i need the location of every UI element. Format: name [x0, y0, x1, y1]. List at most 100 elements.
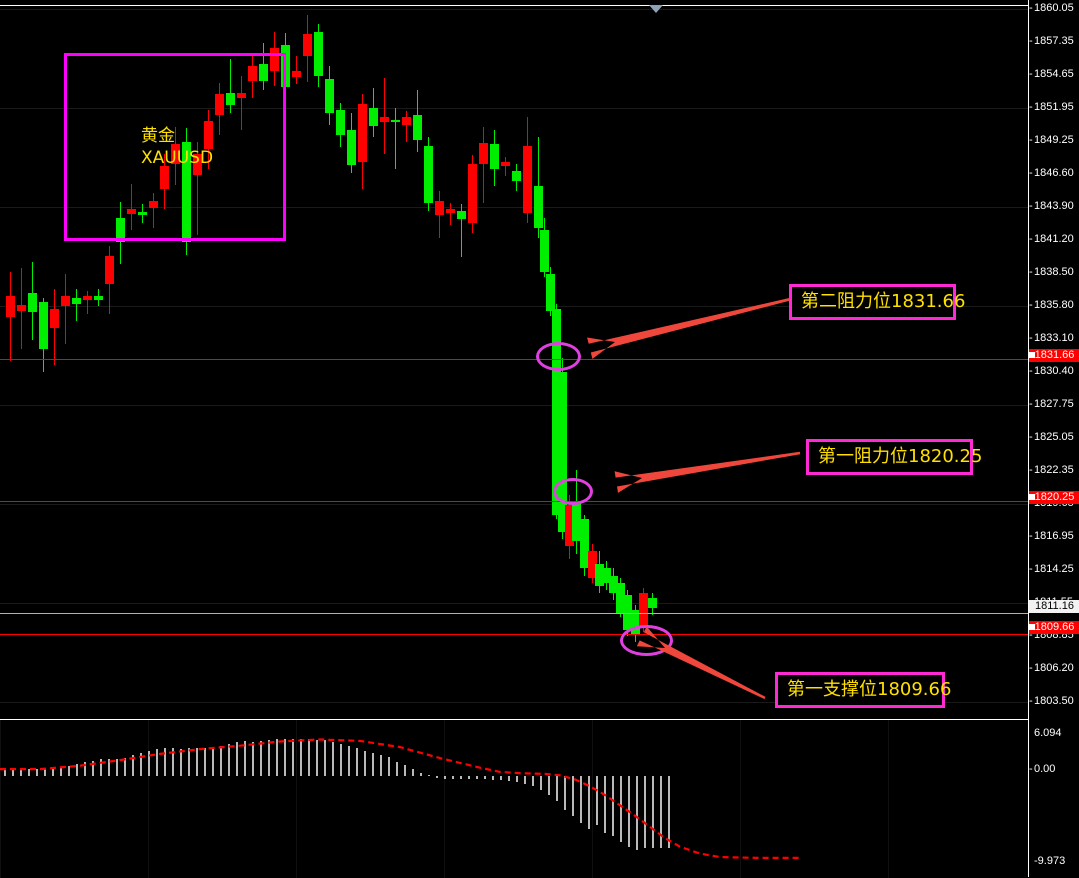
histogram-bar	[628, 776, 630, 847]
histogram-bar	[396, 761, 398, 776]
candle-body	[17, 304, 26, 312]
histogram-bar	[268, 740, 270, 776]
candle-wick	[450, 203, 451, 226]
current-price-line[interactable]	[0, 613, 1028, 614]
candle-body	[358, 103, 367, 162]
candle-body	[588, 551, 597, 579]
candle-body	[171, 144, 180, 164]
support-1-price-badge[interactable]: 1809.66	[1029, 621, 1079, 634]
histogram-bar	[572, 776, 574, 816]
support-1-price-badge-handle[interactable]	[1029, 624, 1035, 630]
axis-tick-label: 1830.40	[1034, 365, 1074, 377]
axis-tick-label: 1822.35	[1034, 464, 1074, 476]
candle-body	[435, 200, 444, 216]
support-1-line[interactable]	[0, 634, 1028, 635]
symbol-name-cn: 黄金	[141, 126, 175, 146]
histogram-bar	[620, 776, 622, 842]
candle-body	[61, 296, 70, 307]
axis-tick-dash: -	[1029, 662, 1033, 674]
histogram-bar	[92, 760, 94, 776]
macd-indicator-pane[interactable]	[0, 719, 1028, 878]
histogram-bar	[476, 776, 478, 780]
candle-body	[424, 145, 433, 204]
resistance-2-circle-marker[interactable]	[536, 342, 581, 371]
price-axis-tick: -1851.95	[1029, 101, 1079, 114]
candle-wick	[241, 75, 242, 130]
histogram-bar	[412, 769, 414, 776]
resistance-1-price-badge[interactable]: 1820.25	[1029, 491, 1079, 504]
histogram-bar	[340, 744, 342, 776]
candle-wick	[230, 58, 231, 113]
candle-body	[609, 575, 618, 593]
price-axis-tick: -1846.60	[1029, 167, 1079, 180]
support-1-circle-marker[interactable]	[620, 625, 673, 656]
resistance-2-callout[interactable]: 第二阻力位1831.66	[789, 284, 965, 320]
histogram-bar	[388, 757, 390, 776]
histogram-bar	[636, 776, 638, 851]
candle-body	[631, 610, 640, 635]
price-chart-pane[interactable]: 黄金 XAUUSD 第二阻力位1831.66 第一阻力位1820.25 第一支撑位1…	[0, 5, 1028, 719]
axis-tick-dash: -	[1029, 2, 1033, 14]
grid-line	[0, 207, 1028, 208]
resistance-1-line[interactable]	[0, 501, 1028, 502]
grid-line	[0, 405, 1028, 406]
candle-body	[347, 129, 356, 166]
axis-tick-label: 1825.05	[1034, 431, 1074, 443]
axis-tick-label: 1814.25	[1034, 563, 1074, 575]
candle-body	[446, 209, 455, 214]
resistance-1-circle-marker[interactable]	[553, 478, 593, 505]
candle-body	[595, 563, 604, 586]
indicator-grid-line	[592, 720, 593, 878]
candle-body	[501, 161, 510, 167]
axis-tick-label: 1854.65	[1034, 68, 1074, 80]
histogram-bar	[84, 761, 86, 776]
histogram-bar	[276, 739, 278, 776]
indicator-grid-line	[888, 720, 889, 878]
histogram-bar	[524, 776, 526, 784]
resistance-2-price-badge[interactable]: 1831.66	[1029, 349, 1079, 362]
axis-tick-dash: -	[1029, 332, 1033, 344]
axis-tick-label: 1827.75	[1034, 398, 1074, 410]
indicator-grid-line	[444, 720, 445, 878]
histogram-bar	[364, 751, 366, 776]
axis-tick-label: 1857.35	[1034, 35, 1074, 47]
support-1-callout[interactable]: 第一支撑位1809.66	[775, 672, 951, 708]
histogram-bar	[356, 748, 358, 776]
candle-body	[226, 92, 235, 106]
current-price-badge[interactable]: 1811.16	[1029, 600, 1079, 613]
candle-wick	[384, 78, 385, 155]
grid-line	[0, 504, 1028, 505]
candle-body	[248, 65, 257, 81]
chart-position-marker[interactable]	[649, 5, 663, 13]
axis-tick-dash: -	[1029, 233, 1033, 245]
indicator-grid-line	[740, 720, 741, 878]
grid-line	[0, 108, 1028, 109]
resistance-2-line[interactable]	[0, 359, 1028, 360]
symbol-watermark: 黄金 XAUUSD	[141, 125, 213, 169]
histogram-bar	[52, 768, 54, 776]
axis-tick-dash: -	[1029, 431, 1033, 443]
axis-tick-label: 1860.05	[1034, 2, 1074, 14]
grid-line	[0, 603, 1028, 604]
histogram-bar	[100, 759, 102, 776]
indicator-grid-line	[0, 720, 1, 878]
candle-wick	[76, 289, 77, 321]
axis-tick-label: 1846.60	[1034, 167, 1074, 179]
price-axis-tick: -1822.35	[1029, 464, 1079, 477]
candle-body	[380, 117, 389, 123]
highlight-rectangle[interactable]	[64, 53, 286, 241]
histogram-bar	[604, 776, 606, 833]
axis-tick-dash: -	[1029, 530, 1033, 542]
candle-wick	[505, 156, 506, 177]
histogram-bar	[20, 769, 22, 776]
histogram-bar	[612, 776, 614, 837]
price-axis[interactable]: -1860.05 -1857.35 -1854.65 -1851.95 -1849.25…	[1028, 0, 1079, 877]
axis-tick-label: 1851.95	[1034, 101, 1074, 113]
resistance-1-callout[interactable]: 第一阻力位1820.25	[806, 439, 982, 475]
histogram-bar	[404, 764, 406, 776]
histogram-bar	[284, 739, 286, 776]
resistance-1-price-badge-handle[interactable]	[1029, 494, 1035, 500]
price-axis-tick: -1827.75	[1029, 398, 1079, 411]
histogram-bar	[204, 747, 206, 776]
resistance-2-price-badge-handle[interactable]	[1029, 352, 1035, 358]
